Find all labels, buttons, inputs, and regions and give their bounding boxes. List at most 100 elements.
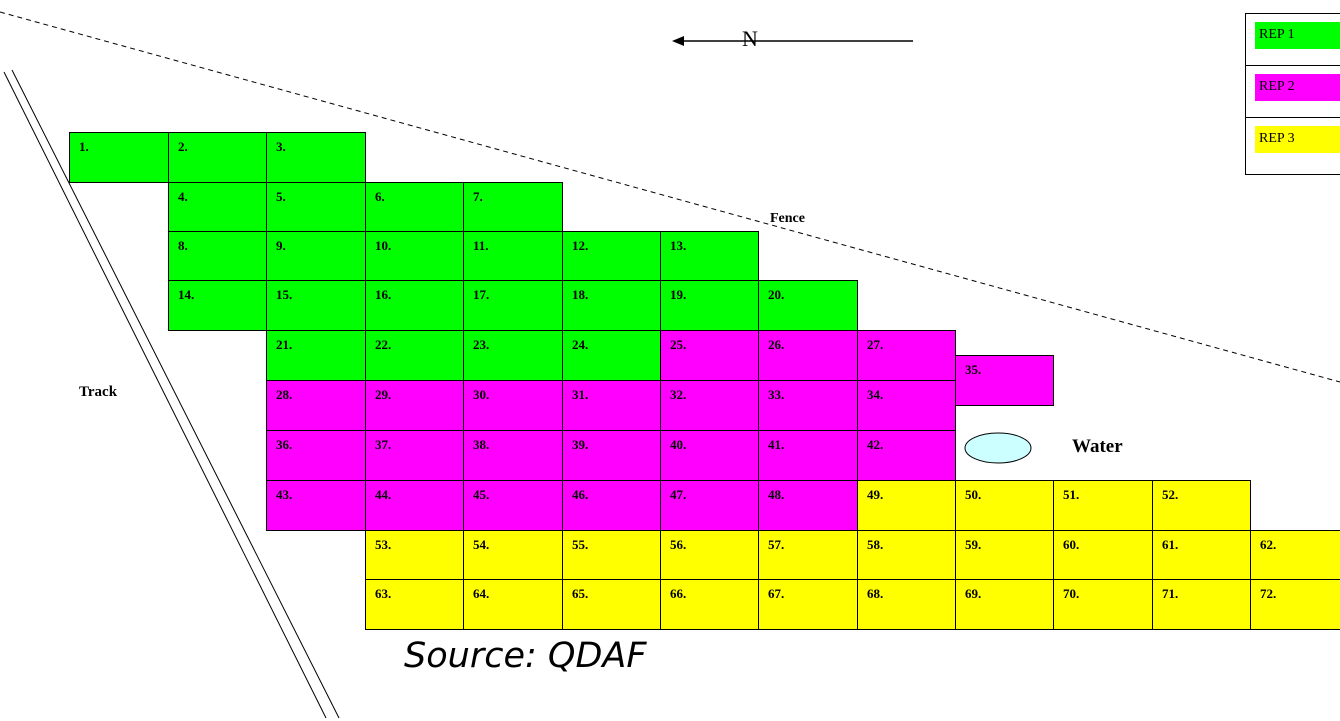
plot-65: 65. <box>562 579 661 630</box>
plot-number: 66. <box>670 586 687 601</box>
legend-swatch: REP 3 <box>1255 126 1340 153</box>
plot-52: 52. <box>1152 480 1251 531</box>
plot-number: 24. <box>572 337 589 352</box>
plot-57: 57. <box>758 530 858 581</box>
plot-68: 68. <box>857 579 956 630</box>
plot-60: 60. <box>1053 530 1153 581</box>
plot-6: 6. <box>365 182 464 233</box>
plot-number: 63. <box>375 586 392 601</box>
plot-number: 61. <box>1162 537 1179 552</box>
plot-number: 6. <box>375 189 385 204</box>
plot-number: 23. <box>473 337 490 352</box>
plot-29: 29. <box>365 380 464 431</box>
legend-item-rep2: REP 2 <box>1246 66 1340 118</box>
plot-number: 47. <box>670 487 687 502</box>
plot-35: 35. <box>955 355 1054 406</box>
plot-number: 68. <box>867 586 884 601</box>
plot-number: 48. <box>768 487 785 502</box>
plot-number: 44. <box>375 487 392 502</box>
plot-67: 67. <box>758 579 858 630</box>
plot-number: 67. <box>768 586 785 601</box>
track-label: Track <box>79 384 118 400</box>
water-symbol <box>964 432 1032 464</box>
plot-number: 16. <box>375 287 392 302</box>
plot-number: 41. <box>768 437 785 452</box>
plot-16: 16. <box>365 280 464 331</box>
plot-7: 7. <box>463 182 563 233</box>
plot-number: 50. <box>965 487 982 502</box>
plot-number: 62. <box>1260 537 1277 552</box>
plot-number: 32. <box>670 387 687 402</box>
plot-number: 42. <box>867 437 884 452</box>
source-caption: Source: QDAF <box>404 636 647 676</box>
plot-23: 23. <box>463 330 563 381</box>
plot-69: 69. <box>955 579 1054 630</box>
plot-number: 53. <box>375 537 392 552</box>
plot-51: 51. <box>1053 480 1153 531</box>
plot-number: 5. <box>276 189 286 204</box>
plot-1: 1. <box>69 132 169 183</box>
plot-number: 39. <box>572 437 589 452</box>
plot-number: 56. <box>670 537 687 552</box>
plot-9: 9. <box>266 231 366 282</box>
plot-49: 49. <box>857 480 956 531</box>
plot-46: 46. <box>562 480 661 531</box>
plot-number: 72. <box>1260 586 1277 601</box>
plot-55: 55. <box>562 530 661 581</box>
plot-43: 43. <box>266 480 366 531</box>
plot-30: 30. <box>463 380 563 431</box>
plot-14: 14. <box>168 280 267 331</box>
plot-number: 3. <box>276 139 286 154</box>
plot-53: 53. <box>365 530 464 581</box>
plot-71: 71. <box>1152 579 1251 630</box>
plot-number: 22. <box>375 337 392 352</box>
plot-34: 34. <box>857 380 956 431</box>
plot-26: 26. <box>758 330 858 381</box>
plot-number: 20. <box>768 287 785 302</box>
legend: REP 1 REP 2 REP 3 <box>1245 13 1340 175</box>
north-arrow-head <box>672 36 684 46</box>
plot-62: 62. <box>1250 530 1340 581</box>
plot-45: 45. <box>463 480 563 531</box>
plot-number: 26. <box>768 337 785 352</box>
plot-22: 22. <box>365 330 464 381</box>
plot-number: 33. <box>768 387 785 402</box>
plot-number: 10. <box>375 238 392 253</box>
plot-2: 2. <box>168 132 267 183</box>
plot-70: 70. <box>1053 579 1153 630</box>
plot-61: 61. <box>1152 530 1251 581</box>
plot-number: 54. <box>473 537 490 552</box>
plot-number: 65. <box>572 586 589 601</box>
plot-19: 19. <box>660 280 759 331</box>
plot-number: 1. <box>79 139 89 154</box>
plot-54: 54. <box>463 530 563 581</box>
plot-number: 51. <box>1063 487 1080 502</box>
plot-64: 64. <box>463 579 563 630</box>
plot-39: 39. <box>562 430 661 481</box>
plot-11: 11. <box>463 231 563 282</box>
plot-number: 17. <box>473 287 490 302</box>
plot-59: 59. <box>955 530 1054 581</box>
plot-number: 30. <box>473 387 490 402</box>
plot-number: 18. <box>572 287 589 302</box>
plot-37: 37. <box>365 430 464 481</box>
plot-number: 69. <box>965 586 982 601</box>
plot-66: 66. <box>660 579 759 630</box>
plot-number: 71. <box>1162 586 1179 601</box>
plot-number: 29. <box>375 387 392 402</box>
plot-4: 4. <box>168 182 267 233</box>
plot-50: 50. <box>955 480 1054 531</box>
plot-36: 36. <box>266 430 366 481</box>
plot-number: 52. <box>1162 487 1179 502</box>
plot-number: 49. <box>867 487 884 502</box>
plot-number: 34. <box>867 387 884 402</box>
plot-number: 70. <box>1063 586 1080 601</box>
plot-number: 19. <box>670 287 687 302</box>
plot-number: 4. <box>178 189 188 204</box>
plot-number: 21. <box>276 337 293 352</box>
plot-38: 38. <box>463 430 563 481</box>
plot-3: 3. <box>266 132 366 183</box>
plot-number: 8. <box>178 238 188 253</box>
plot-10: 10. <box>365 231 464 282</box>
